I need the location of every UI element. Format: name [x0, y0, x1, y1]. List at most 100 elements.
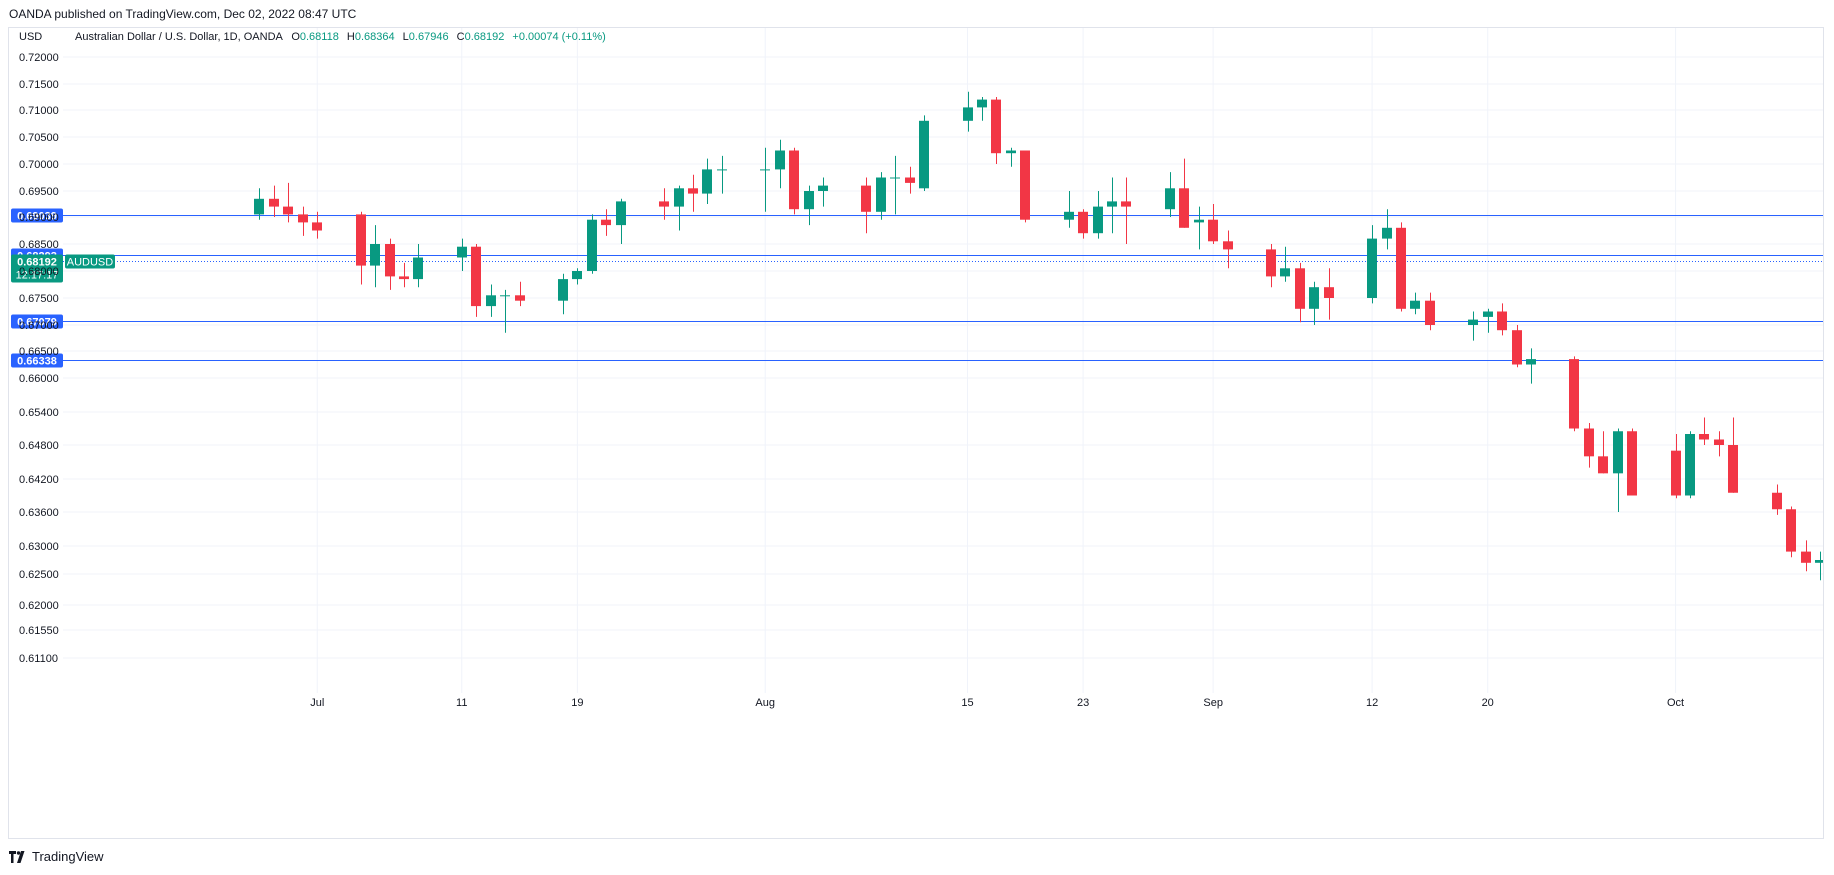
candle-body [1627, 431, 1637, 496]
candle [1815, 551, 1823, 581]
candle [1786, 506, 1796, 558]
candle-body [370, 244, 380, 266]
legend-open-label: O [291, 31, 300, 43]
candle-body [1728, 445, 1738, 493]
candle [399, 262, 409, 288]
candle [1165, 172, 1175, 217]
y-tick-label: 0.64800 [19, 440, 59, 452]
legend-open-value: 0.68118 [300, 31, 339, 43]
y-tick-label: 0.71000 [19, 105, 59, 117]
candle [1107, 177, 1117, 234]
candle-body [486, 295, 496, 307]
candle [674, 185, 684, 231]
candle [1280, 246, 1290, 282]
candle [861, 177, 871, 234]
grid-layer [63, 28, 1823, 693]
candle-body [659, 201, 669, 207]
x-tick-label: 23 [1077, 697, 1089, 709]
y-tick-label: 0.66000 [19, 373, 59, 385]
candle [1309, 281, 1319, 325]
candle [1410, 292, 1420, 315]
candle [587, 214, 597, 274]
x-tick-label: 20 [1482, 697, 1494, 709]
candle [616, 198, 626, 244]
countdown-label: 12:17:17 [16, 270, 59, 282]
candlestick-chart[interactable]: 0.690390.682930.670790.663380.6819212:17… [9, 28, 1823, 838]
candle [1078, 209, 1088, 239]
y-tick-label: 0.72000 [19, 52, 59, 64]
candle-body [1699, 434, 1709, 440]
currency-label: USD [19, 31, 42, 43]
y-tick-label: 0.68000 [19, 266, 59, 278]
candle-body [312, 222, 322, 231]
x-tick-label: 11 [456, 697, 467, 709]
candle-body [1410, 300, 1420, 309]
candle [471, 244, 481, 317]
candle-body [1324, 287, 1334, 298]
y-tick-label: 0.70000 [19, 159, 59, 171]
y-tick-label: 0.67000 [19, 320, 59, 332]
candle-body [1223, 241, 1233, 250]
candle-body [1208, 219, 1218, 242]
candle-body [515, 295, 525, 301]
candle-body [775, 150, 785, 170]
candle [1396, 222, 1406, 312]
candle-body [905, 177, 915, 183]
legend-symbol: Australian Dollar / U.S. Dollar, 1D, OAN… [75, 31, 284, 43]
candle-body [804, 191, 814, 210]
y-tick-label: 0.63000 [19, 541, 59, 553]
candle-body [1165, 188, 1175, 210]
candle [804, 185, 814, 226]
candle-body [1121, 201, 1131, 207]
candle [1324, 268, 1334, 320]
candle-body [1396, 227, 1406, 309]
publisher-credit: OANDA published on TradingView.com, Dec … [9, 7, 357, 21]
candle [1468, 311, 1478, 341]
candle [312, 211, 322, 239]
x-tick-label: Oct [1667, 697, 1684, 709]
candle [1685, 431, 1695, 499]
candle-body [1093, 206, 1103, 234]
candle [905, 166, 915, 194]
chart-frame: 0.690390.682930.670790.663380.6819212:17… [8, 27, 1824, 839]
candle [1627, 428, 1637, 496]
candle-body [1512, 330, 1522, 365]
candle-body [1425, 300, 1435, 325]
candle-body [457, 246, 467, 258]
y-tick-label: 0.68500 [19, 239, 59, 251]
candle-body [1569, 359, 1579, 429]
candle-body [385, 244, 395, 277]
candle [1179, 158, 1189, 228]
y-tick-label: 0.69000 [19, 212, 59, 224]
candle-body [674, 188, 684, 207]
candle-body [1598, 456, 1608, 474]
candles-layer [254, 91, 1823, 581]
candle [1584, 423, 1594, 468]
candle-body [1078, 211, 1088, 234]
candle [486, 284, 496, 317]
x-tick-label: 19 [571, 697, 583, 709]
candle [1512, 325, 1522, 368]
candle-body [1468, 319, 1478, 325]
candle-body [1685, 434, 1695, 496]
tradingview-brand[interactable]: TradingView [9, 849, 104, 864]
candle [991, 97, 1001, 164]
y-tick-label: 0.70500 [19, 132, 59, 144]
y-tick-label: 0.71500 [19, 79, 59, 91]
y-tick-label: 0.62000 [19, 600, 59, 612]
candle [1671, 434, 1681, 499]
candle [963, 91, 973, 132]
candle-body [1584, 428, 1594, 457]
candle-body [1179, 188, 1189, 228]
candle-body [963, 107, 973, 121]
level-price-label: 0.67079 [17, 317, 57, 329]
candle [283, 182, 293, 223]
current-price-label: 0.68192 [17, 257, 57, 269]
tradingview-logo-icon [9, 850, 25, 863]
candle-body [1671, 450, 1681, 496]
candle-body [1020, 150, 1030, 220]
y-tick-label: 0.62500 [19, 569, 59, 581]
candle [254, 188, 264, 220]
candle-body [1801, 551, 1811, 563]
candle-body [861, 185, 871, 212]
